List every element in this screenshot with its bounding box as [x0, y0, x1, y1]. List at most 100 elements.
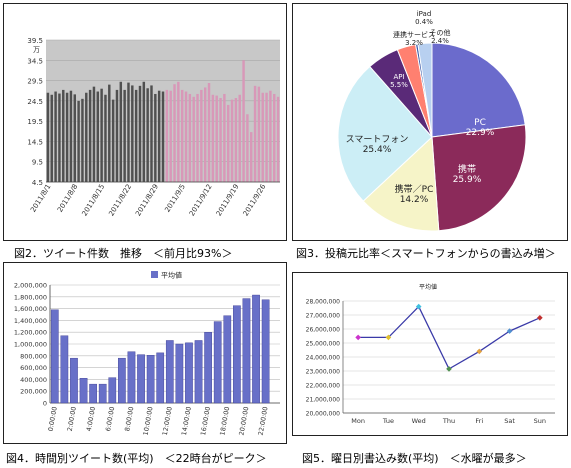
- bar: [238, 94, 241, 182]
- bar: [184, 91, 188, 182]
- slice-label: 連携サービス: [393, 30, 435, 39]
- slice-value: 3.2%: [405, 39, 423, 47]
- bar: [118, 357, 126, 404]
- y-tick-label: 22,000,000: [306, 383, 341, 390]
- bar: [79, 378, 88, 404]
- fig5-panel: 平均値 20,000,000 21,000,000 22,000,000 23,000,…: [292, 272, 568, 436]
- bar: [252, 294, 260, 404]
- bar: [257, 86, 261, 182]
- bar: [108, 377, 117, 404]
- data-point: [506, 328, 513, 334]
- x-tick-label: 2011/8/15: [81, 183, 107, 218]
- data-point: [476, 348, 483, 355]
- legend-label: 平均値: [161, 271, 182, 280]
- bar: [265, 92, 268, 182]
- bar: [119, 81, 123, 182]
- bar: [146, 355, 155, 404]
- y-tick-label: 29.5: [27, 78, 43, 86]
- fig4-caption: 図4．時間別ツイート数(平均) ＜22時台がピーク＞: [6, 452, 267, 465]
- slice-label: その他: [430, 28, 451, 37]
- fig4-panel: 0 200,000 400,000 600,000 800,000 1,000,000 1,…: [3, 262, 287, 444]
- bar: [207, 83, 211, 182]
- bar: [161, 91, 165, 182]
- bar: [156, 352, 165, 404]
- x-tick-label: 2011/8/29: [134, 183, 160, 218]
- y-tick-label: 24.5: [27, 98, 43, 106]
- y-tick-label: 26,000,000: [306, 327, 341, 334]
- bar: [165, 89, 169, 182]
- y-tick-label: 1,400,000: [14, 317, 47, 325]
- bar: [261, 92, 264, 182]
- bar: [98, 383, 107, 404]
- bar: [73, 94, 76, 182]
- bar: [54, 91, 57, 182]
- pie-slice: [431, 42, 526, 138]
- pie-slice: [431, 124, 527, 232]
- data-point: [537, 314, 543, 321]
- fig2-caption: 図2．ツイート件数 推移 ＜前月比93%＞: [14, 247, 233, 260]
- bar: [269, 90, 272, 182]
- y-tick-label: 39.5: [27, 37, 43, 45]
- slice-label: API: [393, 73, 404, 81]
- fig5-caption: 図5．曜日別書込み数(平均) ＜水曜が最多＞: [302, 452, 527, 465]
- bar: [127, 82, 130, 182]
- x-tick-label: 16:00:00: [199, 406, 212, 436]
- x-tick-label: Thu: [442, 417, 455, 425]
- bar: [192, 96, 195, 182]
- y-tick-label: 800,000: [20, 352, 47, 360]
- bar: [131, 85, 134, 182]
- slice-label: 携帯: [458, 163, 476, 175]
- fig2-panel: 4.5 9.5 14.5 19.5 24.5 29.5 34.5 39.5 万 2011/8/1 2…: [3, 3, 287, 241]
- x-tick-label: Mon: [351, 417, 365, 425]
- bar: [96, 91, 100, 182]
- y-tick-label: 27,000,000: [306, 313, 341, 320]
- bar: [230, 99, 234, 182]
- bar: [50, 94, 53, 182]
- bar: [108, 84, 111, 182]
- bar: [123, 89, 126, 182]
- bar: [165, 340, 174, 404]
- slice-value: 14.2%: [400, 195, 429, 205]
- y-tick-label: 9.5: [32, 159, 43, 167]
- bar: [223, 315, 232, 404]
- pie-slice: [337, 65, 433, 202]
- pie-slice: [417, 42, 433, 138]
- bar: [137, 354, 145, 404]
- data-point: [355, 334, 361, 341]
- x-tick-label: 18:00:00: [218, 406, 231, 436]
- bar: [185, 342, 193, 404]
- y-tick-label: 14.5: [27, 138, 43, 146]
- bar: [246, 114, 249, 182]
- x-tick-label: 4:00:00: [85, 406, 97, 432]
- y-tick-label: 2,000,000: [14, 282, 47, 290]
- bar: [104, 94, 107, 182]
- x-tick-label: 0:00:00: [47, 406, 59, 432]
- y-tick-label: 0: [43, 400, 47, 408]
- bar: [173, 84, 176, 182]
- x-tick-label: 22:00:00: [257, 406, 270, 436]
- bar: [175, 343, 184, 404]
- fig3-caption: 図3．投稿元比率＜スマートフォンからの書込み増＞: [296, 247, 556, 260]
- x-tick-label: 2:00:00: [66, 406, 78, 432]
- x-tick-label: 6:00:00: [104, 406, 116, 432]
- bar: [180, 89, 184, 182]
- bar: [223, 93, 226, 182]
- slice-value: 5.5%: [390, 81, 408, 89]
- y-tick-label: 4.5: [32, 179, 43, 187]
- bar: [219, 98, 222, 182]
- y-tick-label: 1,600,000: [14, 305, 47, 313]
- bar: [50, 309, 59, 404]
- bar: [134, 89, 138, 182]
- bar: [92, 86, 96, 182]
- bar: [142, 81, 146, 182]
- bar: [242, 60, 245, 182]
- bar: [203, 87, 207, 182]
- y-tick-label: 1,800,000: [14, 293, 47, 301]
- pie-slice: [362, 135, 440, 232]
- bar: [77, 100, 80, 182]
- x-tick-label: Wed: [412, 417, 426, 425]
- bar: [177, 81, 180, 182]
- y-tick-label: 200,000: [20, 388, 47, 396]
- y-tick-label: 21,000,000: [306, 397, 341, 404]
